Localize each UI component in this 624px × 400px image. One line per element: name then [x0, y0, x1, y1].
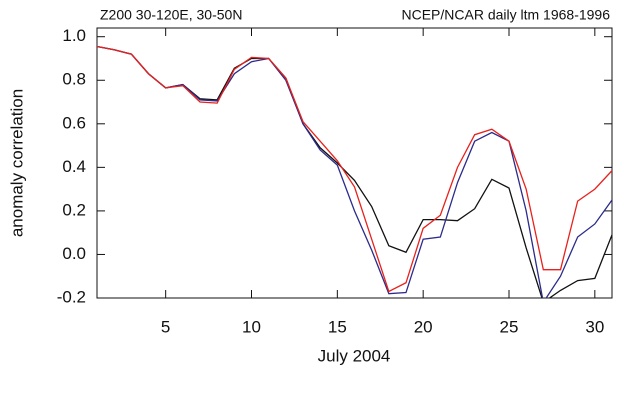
y-tick-label: 0.8 [62, 70, 86, 89]
x-tick-label: 5 [161, 317, 170, 336]
y-tick-label: -0.2 [57, 287, 86, 306]
x-tick-label: 15 [328, 317, 347, 336]
chart-title: Z200 30-120E, 30-50N [100, 7, 242, 23]
plot-frame [96, 27, 613, 299]
y-axis-label: anomaly correlation [7, 89, 26, 237]
y-tick-label: 0.2 [62, 200, 86, 219]
x-tick-label: 20 [414, 317, 433, 336]
x-tick-label: 30 [585, 317, 604, 336]
y-tick-label: 0.0 [62, 244, 86, 263]
y-tick-label: 0.6 [62, 113, 86, 132]
series-line [97, 45, 612, 298]
plot-lines [97, 45, 612, 298]
y-tick-label: 1.0 [62, 26, 86, 45]
series-line [97, 45, 612, 298]
series-line [97, 45, 612, 293]
y-tick-label: 0.4 [62, 157, 86, 176]
x-tick-label: 10 [242, 317, 261, 336]
x-tick-label: 25 [500, 317, 519, 336]
x-axis-label: July 2004 [318, 346, 391, 365]
chart-subtitle: NCEP/NCAR daily ltm 1968-1996 [401, 7, 610, 23]
